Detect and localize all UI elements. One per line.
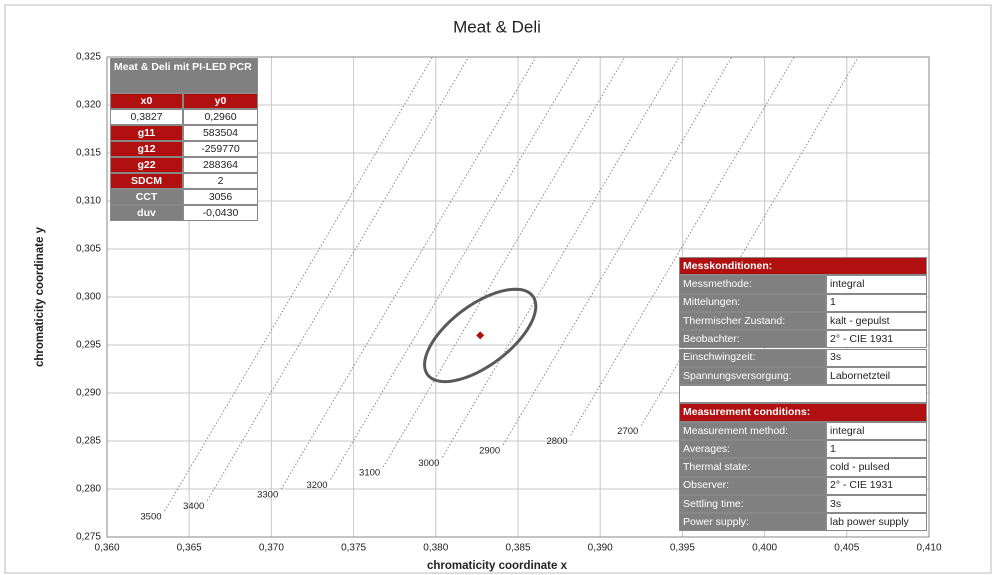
isotherm-label: 3100 [359, 467, 380, 478]
x-tick-label: 0,370 [259, 543, 284, 554]
y-tick-label: 0,325 [76, 52, 101, 63]
isotherm-label: 3300 [257, 490, 278, 501]
ellipse [423, 287, 538, 384]
param-value: 3056 [183, 189, 258, 205]
spacer-row [679, 385, 927, 404]
condition-value: 3s [826, 494, 927, 514]
x-tick-label: 0,365 [177, 543, 202, 554]
isotherm-line [330, 57, 581, 480]
x-tick-label: 0,385 [505, 543, 530, 554]
y-tick-label: 0,280 [76, 484, 101, 495]
isotherm-label: 3400 [183, 501, 204, 512]
y-axis-label: chromaticity coordinate y [34, 226, 46, 367]
condition-name: Mittelungen: [679, 293, 826, 312]
isotherm-line [502, 57, 733, 446]
isotherm-label: 2900 [479, 445, 500, 456]
param-value: -0,0430 [183, 205, 258, 221]
param-value: 288364 [183, 157, 258, 173]
param-name: duv [110, 205, 183, 221]
param-name: g22 [110, 157, 183, 173]
condition-name: Thermischer Zustand: [679, 311, 826, 331]
condition-name: Spannungsversorgung: [679, 366, 826, 386]
condition-name: Power supply: [679, 513, 826, 532]
x-tick-label: 0,380 [423, 543, 448, 554]
isotherm-label: 3000 [418, 458, 439, 469]
condition-name: Observer: [679, 476, 826, 495]
y-tick-label: 0,290 [76, 388, 101, 399]
isotherm-line [382, 57, 626, 468]
y-tick-label: 0,285 [76, 436, 101, 447]
param-value: -259770 [183, 141, 258, 157]
x-axis-label: chromaticity coordinate x [427, 560, 568, 572]
param-name: g11 [110, 125, 183, 141]
condition-value: integral [826, 275, 927, 294]
condition-value: lab power supply [826, 513, 927, 532]
condition-value: 2° - CIE 1931 [826, 330, 927, 349]
condition-value: integral [826, 421, 927, 440]
condition-value: 3s [826, 348, 927, 367]
isotherm-label: 3500 [140, 512, 161, 523]
x-tick-label: 0,395 [670, 543, 695, 554]
param-name: x0 [110, 93, 183, 109]
y-tick-label: 0,305 [76, 244, 101, 255]
condition-value: cold - pulsed [826, 458, 927, 477]
x-tick-label: 0,400 [752, 543, 777, 554]
isotherm-label: 2700 [617, 426, 638, 437]
conditions-title: Measurement conditions: [679, 403, 927, 422]
point [476, 331, 485, 340]
x-tick-label: 0,375 [341, 543, 366, 554]
condition-name: Averages: [679, 440, 826, 459]
y-tick-label: 0,310 [76, 196, 101, 207]
isotherm-label: 3200 [306, 480, 327, 491]
isotherm-line [280, 57, 537, 490]
condition-name: Settling time: [679, 494, 826, 514]
conditions-title: Messkonditionen: [679, 257, 927, 276]
condition-value: 1 [826, 440, 927, 459]
condition-value: Labornetzteil [826, 366, 927, 386]
condition-value: 2° - CIE 1931 [826, 476, 927, 495]
condition-name: Thermal state: [679, 458, 826, 477]
condition-name: Beobachter: [679, 330, 826, 349]
x-tick-label: 0,390 [588, 543, 613, 554]
table-title: Meat & Deli mit PI-LED PCR [110, 58, 258, 93]
x-tick-label: 0,405 [834, 543, 859, 554]
param-value: 0,3827 [110, 109, 183, 125]
x-tick-label: 0,360 [94, 543, 119, 554]
y-tick-label: 0,315 [76, 148, 101, 159]
param-name: g12 [110, 141, 183, 157]
param-name: CCT [110, 189, 183, 205]
param-name: y0 [183, 93, 258, 109]
param-value: 0,2960 [183, 109, 258, 125]
condition-value: 1 [826, 293, 927, 312]
condition-name: Messmethode: [679, 275, 826, 294]
condition-name: Einschwingzeit: [679, 348, 826, 367]
isotherm-line [164, 57, 433, 512]
isotherm-line [441, 57, 680, 458]
frame [4, 4, 992, 574]
condition-name: Measurement method: [679, 421, 826, 440]
param-name: SDCM [110, 173, 183, 189]
isotherm-line [640, 57, 859, 426]
y-tick-label: 0,295 [76, 340, 101, 351]
chart-title: Meat & Deli [453, 17, 541, 36]
param-value: 583504 [183, 125, 258, 141]
x-tick-label: 0,410 [916, 543, 941, 554]
param-value: 2 [183, 173, 258, 189]
isotherm-label: 2800 [546, 436, 567, 447]
plot-border [106, 56, 930, 538]
y-tick-label: 0,275 [76, 532, 101, 543]
condition-value: kalt - gepulst [826, 311, 927, 331]
y-tick-label: 0,300 [76, 292, 101, 303]
y-tick-label: 0,320 [76, 100, 101, 111]
